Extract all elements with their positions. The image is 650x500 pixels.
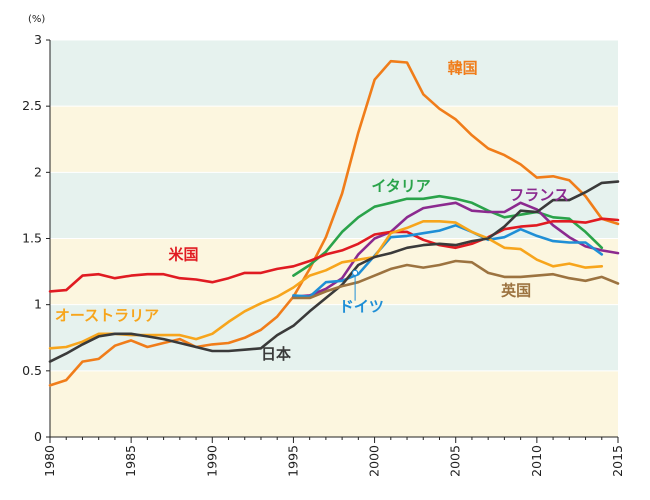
x-tick-label: 2015 — [610, 445, 625, 477]
background-band — [50, 172, 618, 239]
background-band — [50, 106, 618, 173]
x-tick-label: 2010 — [529, 445, 544, 477]
series-label: フランス — [509, 186, 569, 204]
series-line — [292, 201, 620, 298]
series-line — [48, 180, 620, 363]
series-label: 米国 — [168, 246, 198, 264]
series-line — [48, 59, 620, 387]
background-band — [50, 238, 618, 305]
series-line — [48, 217, 620, 293]
x-tick-label: 1990 — [204, 445, 219, 477]
x-tick-label: 1995 — [285, 445, 300, 477]
label-pointer-dot — [351, 269, 359, 277]
y-tick-label: 1 — [34, 297, 42, 312]
series-label: ドイツ — [339, 297, 384, 315]
y-tick-label: 0 — [34, 429, 42, 444]
y-tick-label: 0.5 — [22, 363, 42, 378]
series-label: 英国 — [501, 281, 531, 299]
series-label: 日本 — [261, 345, 291, 363]
series-line — [292, 259, 620, 300]
series-label: 韓国 — [448, 59, 478, 77]
series-label: オーストラリア — [55, 307, 159, 325]
x-tick-label: 1985 — [123, 445, 138, 477]
y-unit-label: (%) — [28, 14, 45, 25]
background-band — [50, 40, 618, 107]
y-tick-label: 2 — [34, 164, 42, 179]
x-tick-label: 1980 — [42, 445, 57, 477]
y-tick-label: 1.5 — [22, 231, 42, 246]
series-label: イタリア — [371, 177, 430, 195]
background-band — [50, 304, 618, 371]
series-line — [292, 194, 604, 277]
y-tick-label: 3 — [34, 32, 42, 47]
x-tick-label: 2005 — [448, 445, 463, 477]
x-tick-label: 2000 — [367, 445, 382, 477]
y-tick-label: 2.5 — [22, 98, 42, 113]
background-band — [50, 370, 618, 437]
